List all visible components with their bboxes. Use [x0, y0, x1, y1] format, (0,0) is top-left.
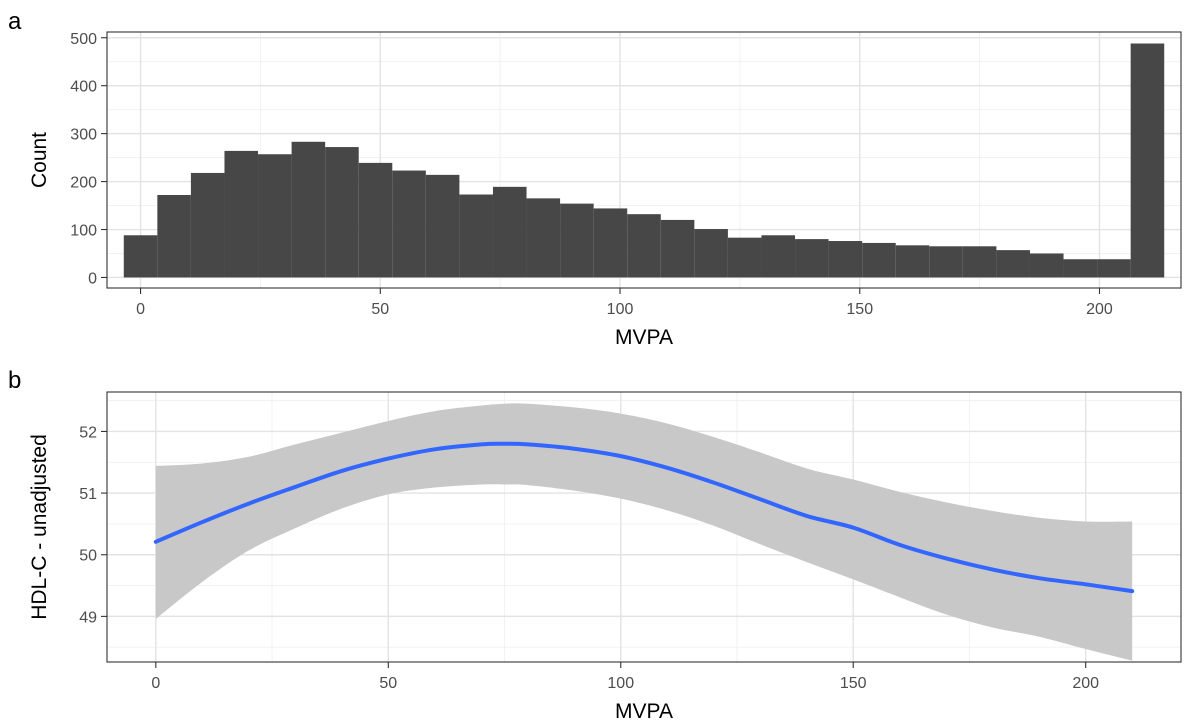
histogram-bar	[895, 245, 930, 278]
smooth-x-axis: 0 50 100 150 200	[151, 662, 1099, 692]
histogram-bar	[560, 203, 594, 278]
histogram-bar	[123, 235, 158, 278]
histogram-bar	[862, 242, 896, 278]
histogram-bar	[660, 219, 695, 278]
smooth-y-axis: 49 50 51 52	[79, 424, 107, 626]
y-tick-label: 200	[70, 175, 97, 192]
x-tick-label: 100	[607, 301, 634, 318]
histogram-bar	[1029, 253, 1064, 278]
x-tick-label: 200	[1072, 675, 1099, 692]
histogram-bar	[291, 141, 326, 278]
histogram-bar	[727, 237, 762, 278]
histogram-bar	[828, 241, 863, 278]
smooth-fit-line	[153, 441, 1135, 594]
x-tick-label: 50	[379, 675, 397, 692]
x-tick-label: 0	[136, 301, 145, 318]
y-tick-label: 52	[79, 424, 97, 441]
histogram-bar	[996, 250, 1030, 278]
x-tick-label: 50	[371, 301, 389, 318]
histogram-bar	[358, 162, 393, 278]
histogram-bar	[258, 154, 292, 278]
y-tick-label: 50	[79, 548, 97, 565]
histogram-bars	[123, 43, 1165, 278]
histogram-bar	[593, 208, 628, 278]
y-tick-label: 49	[79, 609, 97, 626]
histogram-bar	[627, 214, 661, 278]
histogram-bar	[459, 194, 493, 278]
y-tick-label: 100	[70, 223, 97, 240]
histogram-bar	[1097, 259, 1131, 278]
x-tick-label: 200	[1086, 301, 1113, 318]
x-tick-label: 100	[607, 675, 634, 692]
y-tick-label: 51	[79, 486, 97, 503]
y-tick-label: 500	[70, 31, 97, 48]
x-tick-label: 150	[840, 675, 867, 692]
panel-b-label: b	[8, 367, 21, 394]
histogram-bar	[224, 150, 259, 278]
histogram-bar	[190, 172, 225, 278]
histogram-panel-border	[106, 31, 1182, 289]
histogram-bar	[962, 246, 997, 278]
histogram-bar	[425, 174, 460, 278]
histogram-bar	[526, 198, 561, 278]
histogram-bar	[761, 235, 796, 278]
smooth-x-axis-title: MVPA	[615, 700, 673, 721]
histogram-bar	[392, 170, 426, 278]
smooth-y-axis-title: HDL-C - unadjusted	[28, 434, 51, 620]
x-tick-label: 150	[846, 301, 873, 318]
y-tick-label: 400	[70, 79, 97, 96]
histogram-y-axis: 0 100 200 300 400 500	[70, 31, 107, 287]
histogram-x-axis: 0 50 100 150 200	[136, 288, 1113, 318]
confidence-band	[155, 403, 1133, 661]
x-tick-label: 0	[151, 675, 160, 692]
y-tick-label: 0	[88, 270, 97, 287]
y-tick-label: 300	[70, 127, 97, 144]
panel-a-label: a	[8, 8, 22, 35]
histogram-bar	[1063, 259, 1098, 278]
histogram-y-axis-title: Count	[28, 132, 51, 188]
histogram-bar	[492, 186, 527, 278]
histogram-bar	[325, 147, 359, 278]
smooth-panel-border	[106, 391, 1182, 663]
histogram-bar	[1130, 43, 1165, 278]
histogram-bar	[157, 194, 191, 278]
smooth-panel: b 0 50 100 150 200 49 50 51 52 MVPA HDL-C - una…	[8, 367, 1182, 721]
histogram-bar	[694, 229, 728, 278]
histogram-x-axis-title: MVPA	[615, 326, 673, 349]
histogram-panel: a 0 50 100 150 200 0 100 200 300 400 500 MVPA Cou…	[8, 8, 1182, 349]
histogram-bar	[929, 246, 963, 278]
histogram-bar	[795, 239, 829, 278]
